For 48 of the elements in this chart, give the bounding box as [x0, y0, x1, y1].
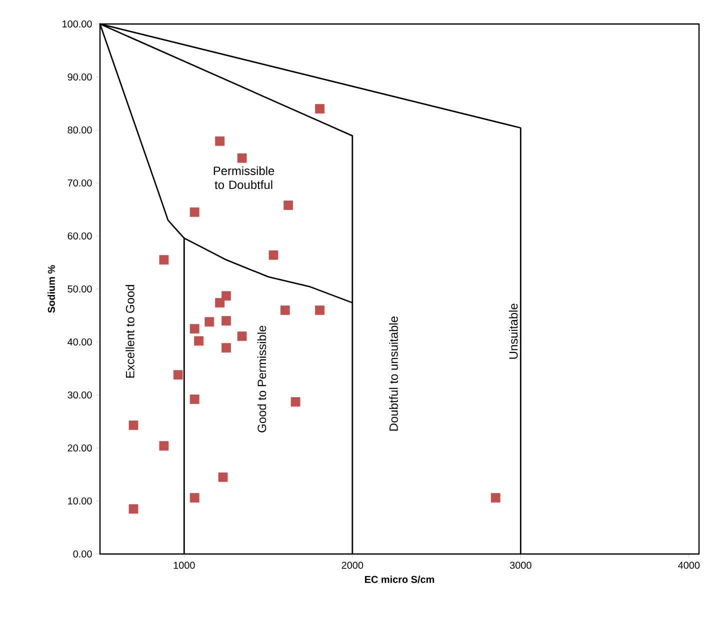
point	[222, 291, 231, 301]
point	[280, 305, 290, 315]
point	[190, 324, 200, 334]
annotation: Unsuitable	[508, 304, 518, 359]
point	[159, 441, 169, 451]
annotation: Permissible to Doubtful	[214, 166, 274, 190]
y-tick-label: 100.00	[62, 20, 92, 28]
point	[290, 397, 300, 407]
point	[190, 493, 200, 503]
point	[222, 343, 231, 353]
x-axis-title: EC micro S/cm	[365, 576, 434, 584]
point	[173, 370, 183, 380]
point	[128, 504, 138, 514]
point	[222, 316, 231, 326]
point	[315, 104, 324, 114]
point	[268, 250, 278, 260]
x-tick-label: 4000	[678, 562, 700, 569]
point	[237, 153, 247, 163]
y-tick-label: 80.00	[68, 126, 92, 134]
annotation: Excellent to Good	[126, 284, 134, 378]
point	[204, 317, 214, 327]
point	[218, 472, 228, 482]
point	[237, 331, 247, 341]
y-tick-label: 50.00	[68, 285, 92, 293]
x-tick-label: 2000	[342, 562, 364, 569]
y-tick-label: 40.00	[68, 338, 92, 346]
point	[190, 394, 200, 404]
y-axis-title: Sodium %	[48, 265, 55, 313]
point	[215, 298, 225, 308]
point	[159, 255, 169, 265]
y-tick-label: 0.00	[73, 550, 92, 558]
y-tick-label: 20.00	[68, 444, 92, 452]
point	[190, 207, 200, 217]
point	[128, 420, 138, 430]
y-tick-label: 70.00	[68, 179, 92, 187]
annotation: Doubtful to unsuitable	[389, 316, 398, 431]
y-tick-label: 10.00	[68, 497, 92, 505]
x-tick-label: 1000	[174, 562, 195, 569]
y-tick-label: 90.00	[68, 73, 92, 81]
point	[490, 493, 500, 503]
annotation: Good to Permissible	[257, 326, 266, 432]
point	[284, 200, 293, 210]
x-tick-label: 3000	[510, 562, 532, 569]
point	[315, 305, 324, 315]
y-tick-label: 30.00	[68, 391, 92, 399]
point	[215, 136, 225, 146]
point	[194, 336, 204, 346]
y-tick-label: 60.00	[68, 232, 92, 240]
